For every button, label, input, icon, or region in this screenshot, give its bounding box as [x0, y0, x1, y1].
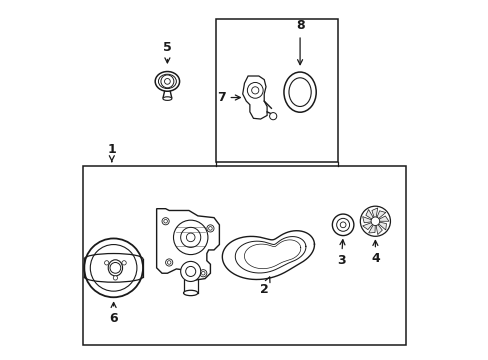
Text: 4: 4 [370, 240, 379, 265]
Ellipse shape [108, 260, 122, 276]
Circle shape [167, 261, 171, 264]
Polygon shape [362, 217, 375, 223]
Circle shape [186, 233, 195, 242]
Text: 2: 2 [259, 277, 269, 296]
Circle shape [84, 238, 142, 297]
Circle shape [185, 266, 195, 276]
Circle shape [247, 82, 263, 98]
Bar [215, 19, 337, 162]
Circle shape [370, 217, 379, 226]
Text: 7: 7 [216, 91, 240, 104]
Polygon shape [375, 221, 386, 230]
Text: 1: 1 [107, 143, 116, 162]
Circle shape [208, 226, 212, 230]
Ellipse shape [183, 290, 198, 296]
Circle shape [165, 259, 172, 266]
Polygon shape [368, 221, 375, 233]
Circle shape [340, 222, 346, 228]
Text: 6: 6 [109, 302, 118, 325]
Polygon shape [371, 208, 377, 221]
Circle shape [162, 218, 169, 225]
Circle shape [199, 270, 206, 277]
Circle shape [173, 220, 207, 255]
Ellipse shape [284, 72, 316, 112]
Circle shape [90, 244, 137, 291]
Circle shape [336, 219, 349, 231]
Circle shape [201, 271, 204, 275]
Circle shape [251, 87, 258, 94]
Circle shape [180, 227, 201, 247]
Polygon shape [375, 211, 385, 221]
Circle shape [104, 261, 109, 265]
Polygon shape [365, 210, 375, 221]
Polygon shape [156, 209, 219, 280]
Circle shape [164, 78, 170, 84]
Polygon shape [362, 221, 375, 230]
Circle shape [113, 276, 117, 280]
Circle shape [110, 262, 121, 273]
Circle shape [180, 261, 201, 282]
Ellipse shape [288, 78, 310, 107]
Circle shape [332, 214, 353, 235]
Circle shape [360, 206, 389, 236]
Circle shape [122, 261, 126, 265]
Circle shape [269, 113, 276, 120]
Circle shape [206, 225, 214, 232]
Text: 3: 3 [336, 240, 345, 267]
Circle shape [161, 75, 174, 88]
Ellipse shape [163, 97, 171, 100]
Circle shape [163, 220, 167, 223]
Polygon shape [242, 76, 266, 119]
Bar [83, 166, 405, 345]
Text: 8: 8 [295, 19, 304, 65]
Polygon shape [375, 216, 388, 221]
Ellipse shape [158, 74, 176, 89]
Polygon shape [375, 221, 382, 235]
Text: 5: 5 [163, 41, 171, 63]
Ellipse shape [155, 72, 179, 91]
